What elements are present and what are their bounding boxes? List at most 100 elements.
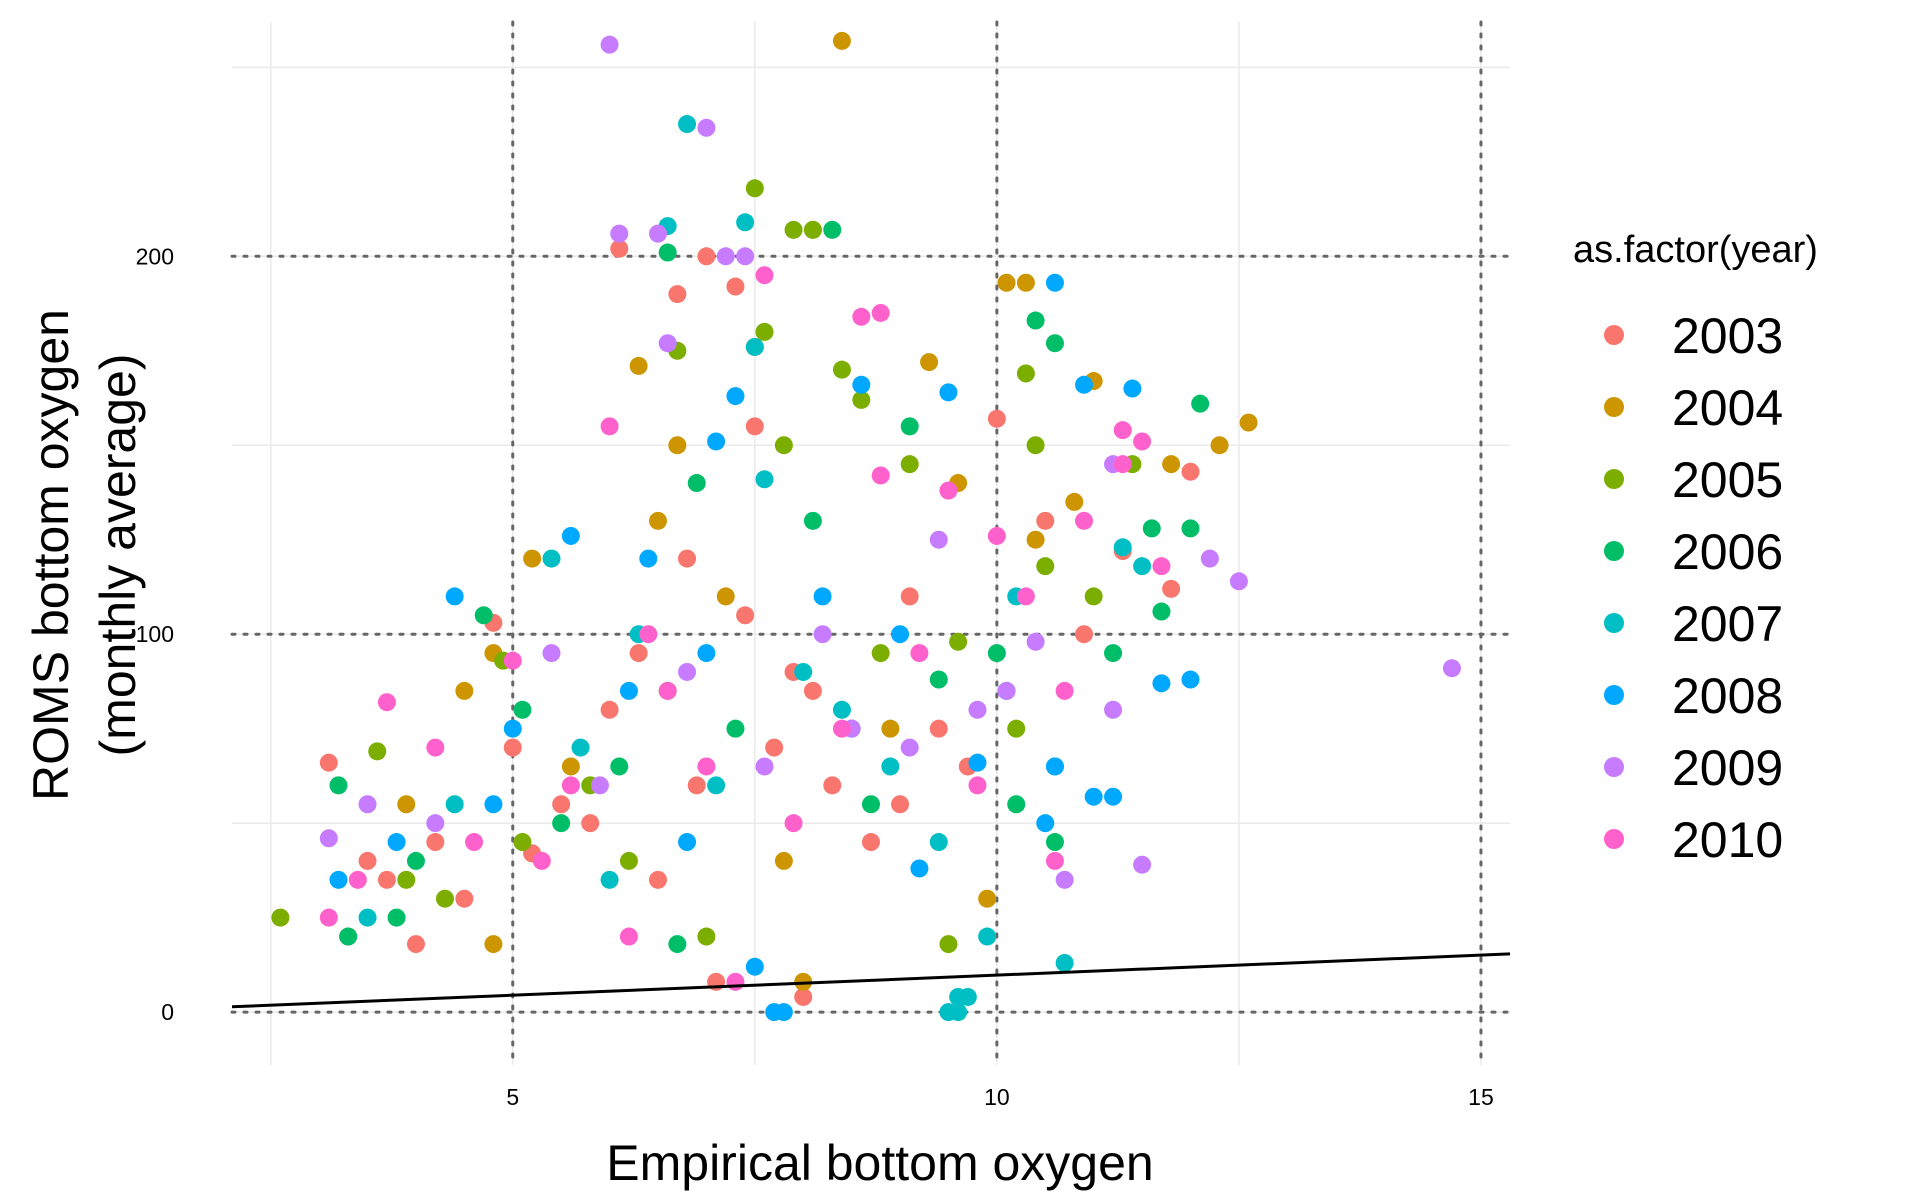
data-point-2008 [1036,814,1055,833]
tick-labels: 5 10 15 0 100 200 [136,243,1494,1110]
data-point-2004 [1162,455,1181,474]
data-point-2009 [697,118,716,137]
data-point-2009 [542,644,561,663]
data-point-2010 [1055,681,1074,700]
data-point-2006 [1104,644,1123,663]
data-point-2003 [745,417,764,436]
y-axis-title-line-2: (monthly average) [90,354,146,757]
legend-key-2006 [1604,541,1624,561]
data-point-2003 [600,700,619,719]
data-point-2003 [610,239,629,258]
data-point-2005 [1026,436,1045,455]
y-tick-label: 0 [161,999,174,1025]
data-point-2008 [1152,674,1171,693]
data-point-2010 [939,481,958,500]
data-point-2008 [1045,757,1064,776]
data-point-2007 [745,337,764,356]
data-point-2006 [929,670,948,689]
data-point-2010 [1113,455,1132,474]
data-point-2010 [1113,421,1132,440]
data-point-2003 [794,987,813,1006]
data-point-2003 [862,833,880,852]
data-point-2007 [445,795,464,814]
data-point-2009 [929,530,948,549]
data-point-2008 [1104,787,1123,806]
data-point-2010 [968,776,987,795]
data-point-2006 [474,606,493,625]
x-axis-title: Empirical bottom oxygen [606,1135,1153,1191]
data-point-2009 [1133,855,1152,874]
data-point-2008 [852,375,871,394]
data-point-2006 [387,908,406,927]
data-point-2009 [610,224,629,243]
data-point-2010 [852,307,871,326]
data-point-2006 [668,935,687,954]
data-point-2003 [503,738,522,757]
data-point-2010 [1045,851,1064,870]
data-point-2005 [949,632,968,651]
data-point-2006 [552,814,571,833]
data-point-2007 [736,213,755,232]
data-point-2003 [581,814,600,833]
data-point-2003 [736,606,755,625]
data-point-2005 [832,360,851,379]
data-point-2010 [1016,587,1035,606]
data-point-2004 [832,31,851,50]
data-point-2006 [1045,833,1064,852]
x-tick-label: 10 [984,1084,1010,1110]
data-point-2009 [658,334,677,353]
data-point-2009 [1229,572,1248,591]
data-point-2008 [678,833,697,852]
data-point-2004 [920,353,939,372]
data-point-2003 [426,833,445,852]
data-point-2006 [513,700,532,719]
data-point-2010 [987,526,1006,545]
reference-line [231,952,1511,1009]
data-point-2005 [619,851,638,870]
data-point-2008 [387,833,406,852]
legend-key-2010 [1604,829,1624,849]
data-point-2006 [1007,795,1026,814]
data-point-2004 [881,719,900,738]
data-point-2010 [532,851,551,870]
data-point-2005 [784,220,803,239]
data-point-2009 [319,829,338,848]
data-point-2003 [929,719,948,738]
data-point-2008 [1084,787,1103,806]
legend-title: as.factor(year) [1573,229,1818,271]
legend-label-2009: 2009 [1672,740,1783,796]
legend-key-2003 [1604,325,1624,345]
data-point-2005 [1016,364,1035,383]
data-point-2006 [687,474,706,493]
data-point-2006 [726,719,745,738]
legend-label-2007: 2007 [1672,596,1783,652]
data-point-2003 [678,549,697,568]
data-point-2009 [649,224,667,243]
data-point-2009 [1055,870,1074,889]
data-point-2007 [949,1003,968,1022]
data-point-2008 [910,859,929,878]
legend-key-2008 [1604,685,1624,705]
data-point-2004 [455,681,474,700]
data-point-2005 [271,908,290,927]
data-point-2009 [716,247,735,266]
data-point-2010 [910,644,929,663]
data-point-2004 [997,273,1016,292]
data-point-2007 [755,470,774,489]
data-point-2003 [668,285,687,304]
data-point-2008 [1123,379,1142,398]
data-point-2006 [823,220,842,239]
data-point-2009 [600,35,619,54]
data-point-2010 [426,738,445,757]
data-point-2008 [1045,273,1064,292]
data-point-2010 [1075,511,1093,530]
data-point-2003 [377,870,396,889]
legend-key-2007 [1604,613,1624,633]
data-point-2004 [1016,273,1035,292]
data-point-2007 [929,833,948,852]
data-point-2006 [1152,602,1171,621]
data-point-2003 [687,776,706,795]
data-point-2005 [436,889,454,908]
data-point-2005 [697,927,716,946]
data-point-2010 [348,870,367,889]
